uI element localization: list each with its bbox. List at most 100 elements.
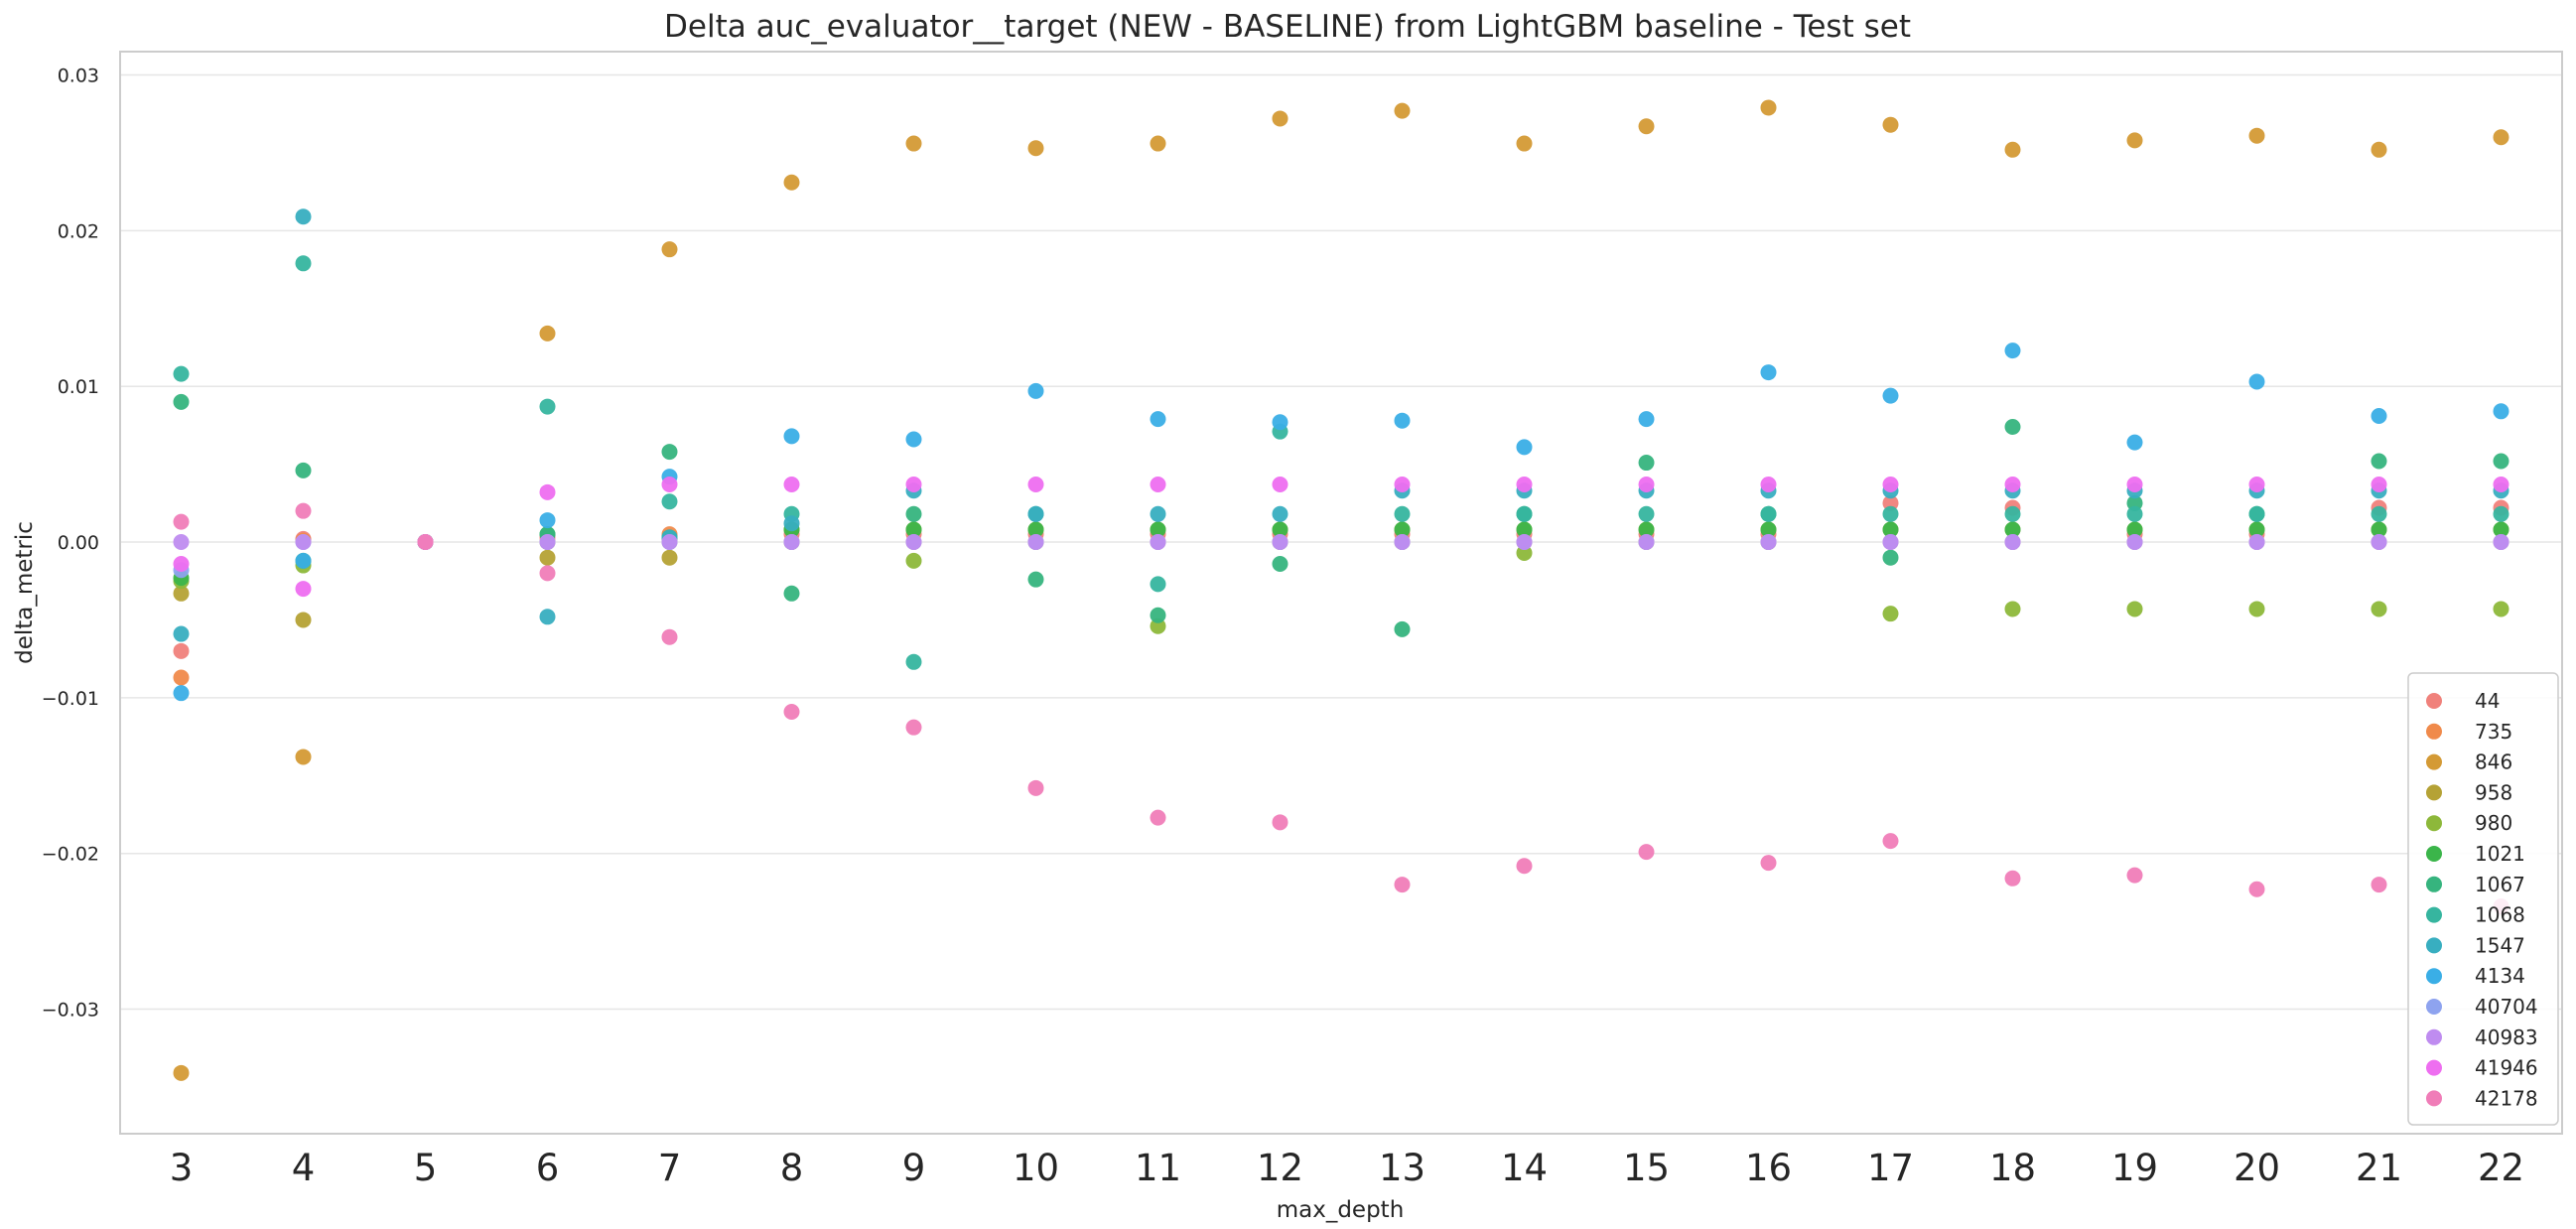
data-point [2248, 505, 2265, 522]
data-point [1882, 534, 1899, 551]
plot-frame [119, 51, 2563, 1135]
x-axis-ticks: 3 4 5 6 7 8 9 10 11 12 13 14 15 16 17 18 19 20 21 22 [170, 1147, 2524, 1189]
data-point [539, 325, 556, 341]
data-point [295, 612, 312, 628]
legend-marker [2426, 693, 2442, 709]
x-tick-label: 17 [1867, 1147, 1914, 1189]
data-point [2004, 870, 2021, 887]
data-point [539, 534, 556, 551]
data-point [1027, 521, 1044, 538]
x-tick-label: 3 [170, 1147, 194, 1189]
data-point [783, 703, 800, 720]
data-point [1027, 534, 1044, 551]
data-point [295, 208, 312, 225]
data-point [905, 505, 922, 522]
data-point [2004, 342, 2021, 359]
legend-box [2407, 672, 2559, 1126]
data-point [2004, 534, 2021, 551]
x-tick-label: 9 [902, 1147, 926, 1189]
data-point [1150, 477, 1166, 492]
data-point [661, 493, 678, 510]
data-point [417, 534, 434, 551]
series-980 [173, 534, 2509, 634]
data-point [783, 477, 800, 492]
data-point [173, 585, 190, 602]
data-point [2126, 477, 2143, 492]
data-point [2126, 534, 2143, 551]
data-point [2004, 505, 2021, 522]
data-point [173, 393, 190, 410]
data-point [539, 512, 556, 529]
data-point [1760, 99, 1777, 116]
series-1021 [173, 521, 2509, 587]
legend-label: 1021 [2475, 842, 2525, 866]
data-point [173, 669, 190, 686]
data-point [783, 174, 800, 191]
x-tick-label: 12 [1257, 1147, 1303, 1189]
legend-marker [2426, 815, 2442, 832]
data-point [2248, 601, 2265, 617]
data-point [1638, 411, 1655, 428]
y-tick-label: 0.01 [58, 376, 99, 398]
data-point [2371, 505, 2387, 522]
data-point [1638, 477, 1655, 492]
data-point [295, 502, 312, 519]
x-tick-label: 5 [414, 1147, 438, 1189]
data-point [1027, 382, 1044, 399]
data-point [2248, 534, 2265, 551]
data-point [1882, 521, 1899, 538]
data-point [295, 534, 312, 551]
data-point [1760, 521, 1777, 538]
data-point [1882, 477, 1899, 492]
data-point [1394, 477, 1411, 492]
data-point [1150, 411, 1166, 428]
series-42178 [173, 502, 2509, 915]
data-point [783, 428, 800, 445]
data-point [905, 431, 922, 448]
data-point [1760, 534, 1777, 551]
data-point [1394, 505, 1411, 522]
series-41946 [173, 477, 2509, 598]
data-point [661, 628, 678, 645]
data-point [2493, 601, 2509, 617]
data-point [1027, 571, 1044, 588]
data-point [1760, 855, 1777, 872]
data-point [1638, 534, 1655, 551]
data-point [1516, 505, 1533, 522]
data-point [1150, 534, 1166, 551]
data-point [1882, 606, 1899, 622]
data-point [905, 534, 922, 551]
data-point [539, 483, 556, 500]
x-tick-label: 13 [1379, 1147, 1425, 1189]
data-point [295, 749, 312, 765]
x-tick-label: 21 [2356, 1147, 2402, 1189]
series-40983 [173, 534, 2509, 551]
legend-marker [2426, 723, 2442, 740]
data-point [1272, 477, 1288, 492]
data-point [1394, 412, 1411, 429]
x-tick-label: 15 [1623, 1147, 1670, 1189]
data-point [1394, 102, 1411, 119]
data-point [539, 549, 556, 566]
x-tick-label: 22 [2478, 1147, 2524, 1189]
data-point [1516, 439, 1533, 456]
data-point [1394, 534, 1411, 551]
legend-label: 1067 [2475, 873, 2525, 896]
data-point [173, 534, 190, 551]
data-point [661, 241, 678, 258]
data-point [1272, 505, 1288, 522]
data-point [783, 534, 800, 551]
data-point [1150, 617, 1166, 634]
data-point [2371, 601, 2387, 617]
data-point [2248, 127, 2265, 144]
data-point [2004, 601, 2021, 617]
data-point [2371, 534, 2387, 551]
series-4134 [173, 342, 2509, 702]
data-point [1882, 505, 1899, 522]
data-point [783, 585, 800, 602]
legend-label: 846 [2475, 751, 2512, 774]
series-846 [173, 99, 2509, 1081]
data-point [173, 513, 190, 530]
legend-marker [2426, 753, 2442, 770]
data-point [905, 552, 922, 569]
